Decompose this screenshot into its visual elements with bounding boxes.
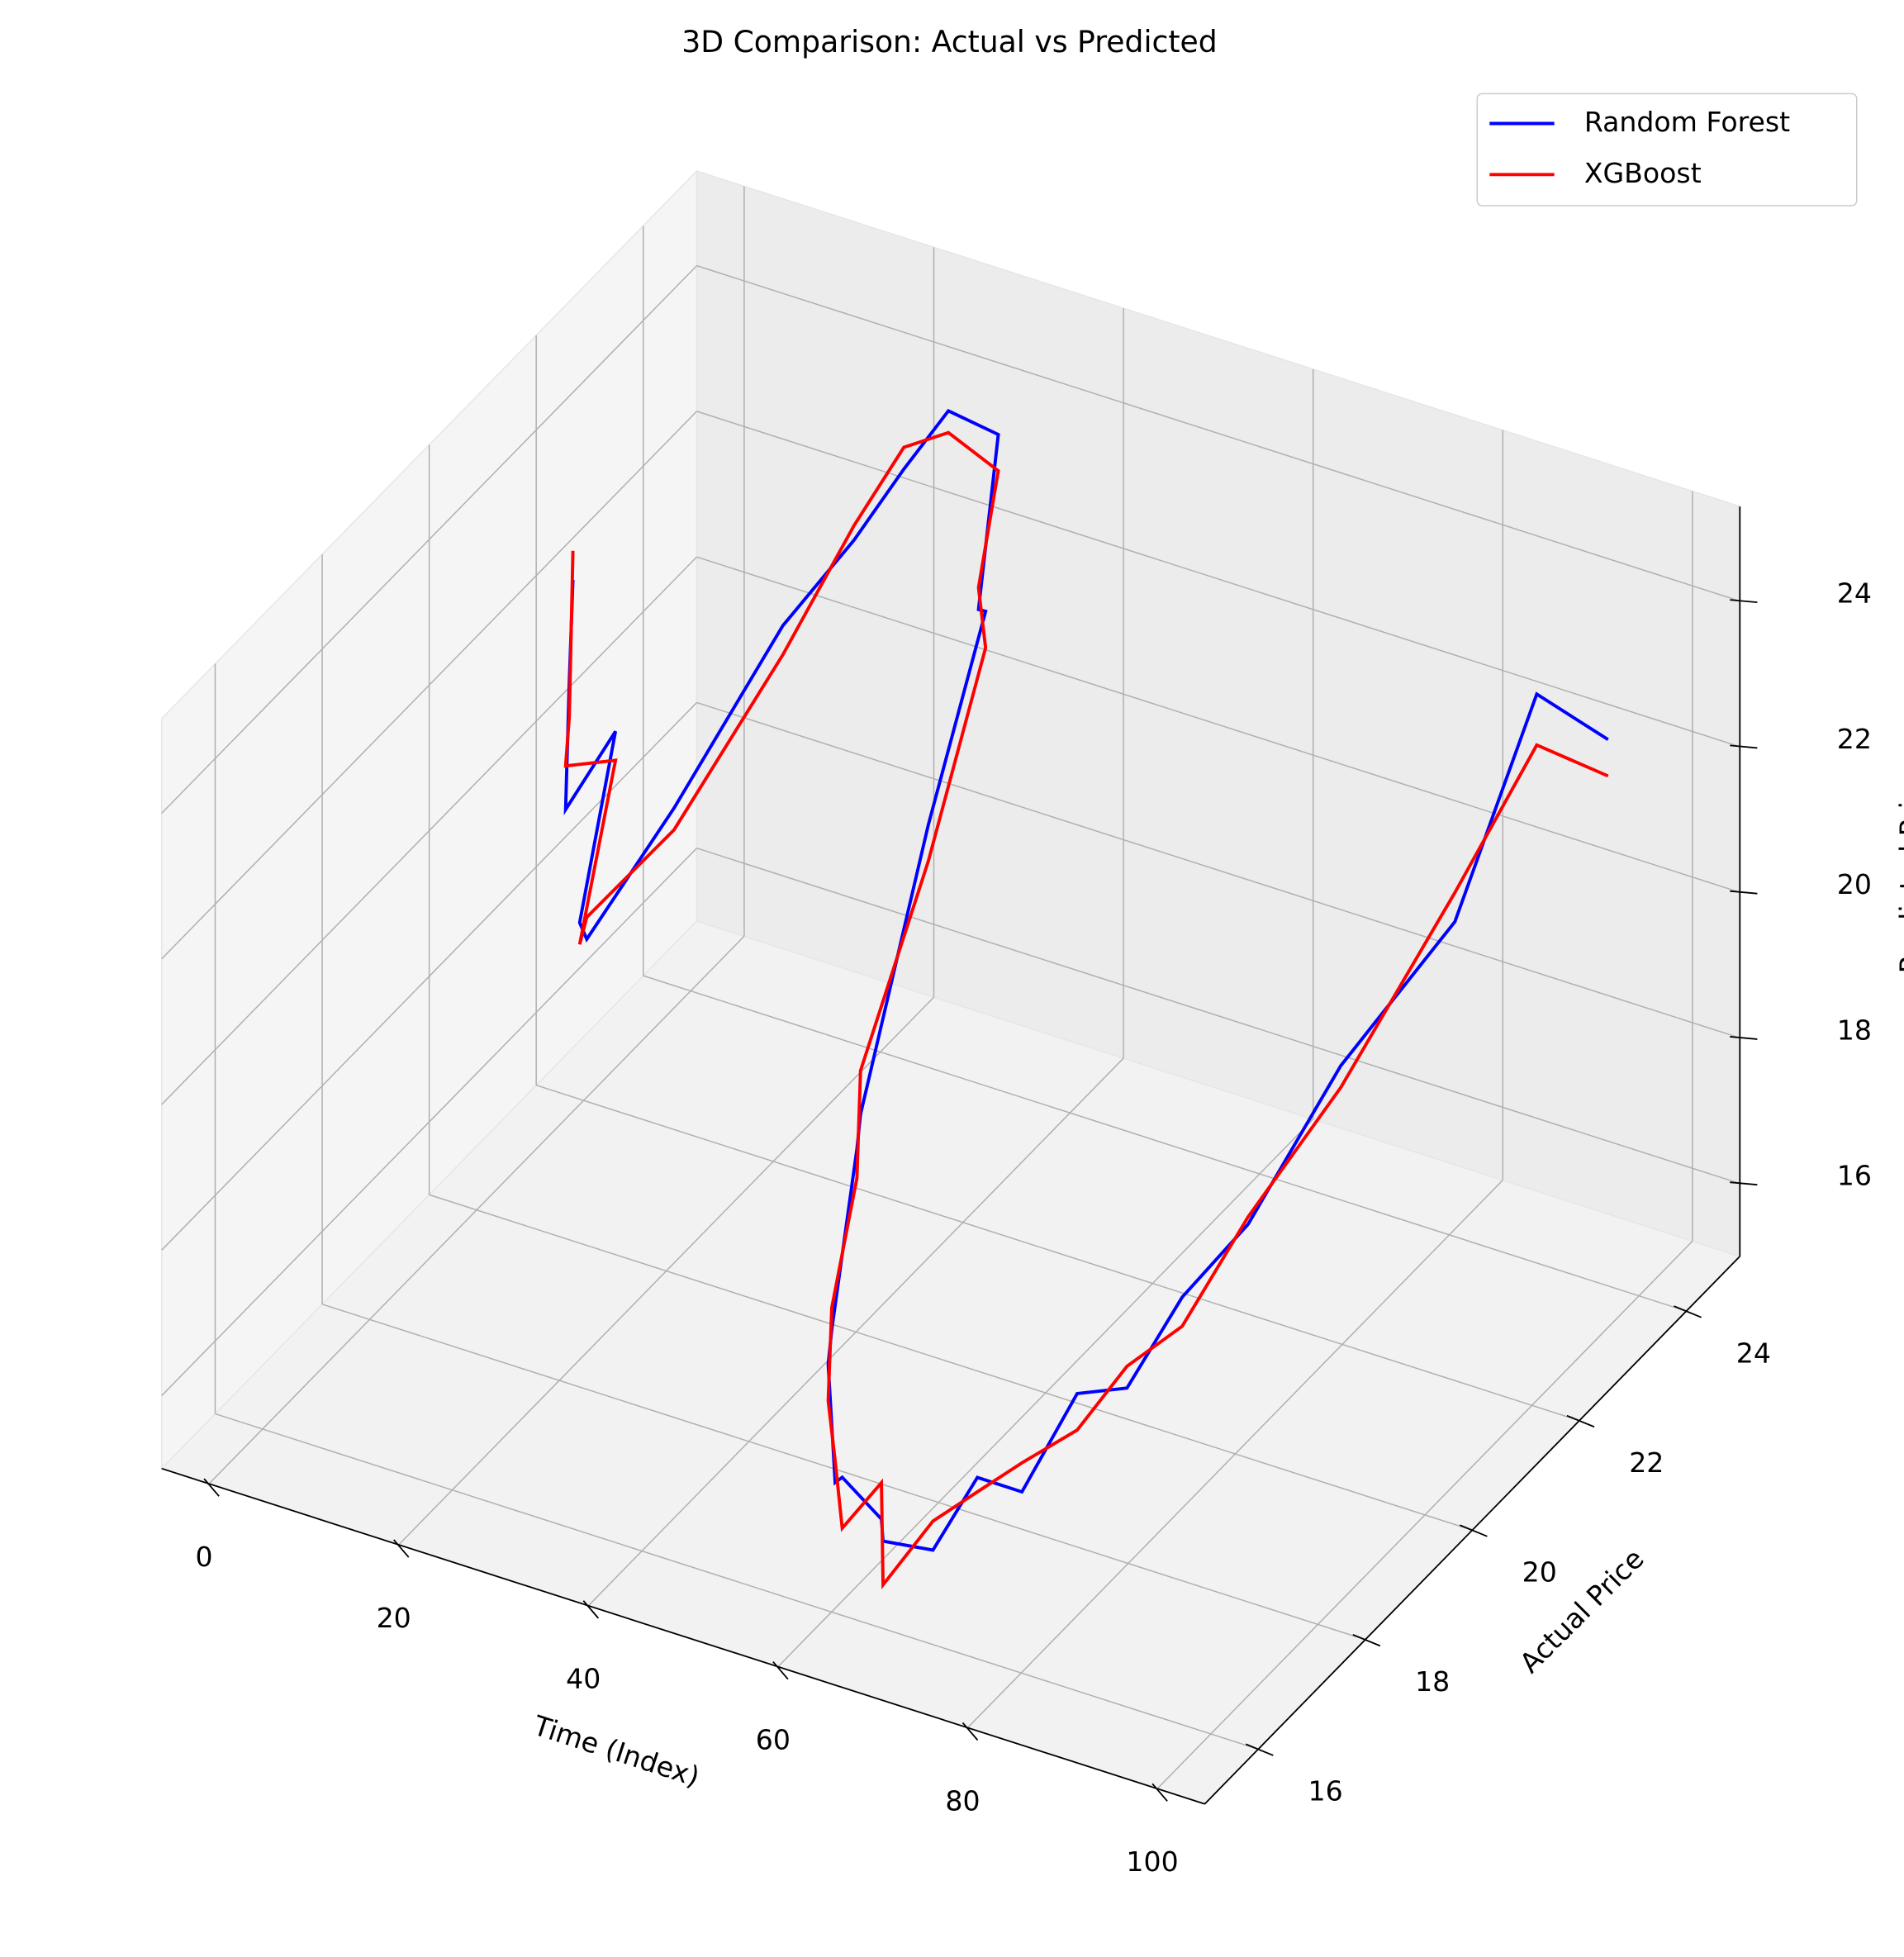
x-axis-label: Time (Index) (529, 1709, 703, 1793)
x-tick-label: 100 (1126, 1845, 1178, 1878)
y-tick (1459, 1524, 1488, 1537)
legend-label: XGBoost (1584, 157, 1702, 189)
grid-line (696, 264, 1740, 602)
z-tick-label: 24 (1837, 577, 1872, 610)
z-tick (1730, 890, 1758, 895)
y-tick-label: 24 (1736, 1337, 1771, 1369)
x-tick-label: 0 (196, 1541, 213, 1573)
z-tick-label: 18 (1837, 1014, 1872, 1046)
x-tick (961, 1722, 979, 1741)
grid-line (696, 847, 1740, 1185)
y-tick (1566, 1414, 1595, 1428)
y-tick-label: 16 (1308, 1775, 1343, 1807)
grid-line (215, 1413, 1259, 1750)
y-tick (1245, 1743, 1274, 1756)
chart-title: 3D Comparison: Actual vs Predicted (681, 24, 1217, 59)
grid-line (161, 848, 698, 1397)
grid-line (161, 556, 698, 1105)
x-tick-label: 60 (756, 1724, 791, 1756)
y-tick-label: 20 (1522, 1556, 1557, 1589)
grid-line (161, 265, 698, 815)
y-tick-label: 22 (1629, 1446, 1664, 1479)
z-tick (1730, 599, 1758, 604)
legend: Random Forest XGBoost (1476, 93, 1858, 207)
z-tick (1730, 1036, 1758, 1040)
z-tick-label: 16 (1837, 1160, 1872, 1192)
x-tick (1151, 1783, 1168, 1802)
x-tick-label: 80 (945, 1784, 980, 1817)
grid-line (321, 1304, 1366, 1641)
y-axis-line (1204, 1256, 1740, 1805)
grid-line (643, 975, 1687, 1312)
y-tick (1352, 1633, 1381, 1647)
z-tick-label: 22 (1837, 723, 1872, 755)
grid-line (696, 701, 1740, 1039)
legend-box (1476, 93, 1858, 207)
x-tick-label: 40 (566, 1663, 601, 1695)
grid-line (696, 411, 1740, 748)
x-tick-label: 20 (377, 1602, 411, 1634)
grid-line (535, 1084, 1580, 1422)
grid-line (429, 1194, 1473, 1531)
x-tick (582, 1600, 600, 1619)
x-tick (203, 1478, 220, 1497)
x-tick (772, 1660, 789, 1680)
grid-line (696, 556, 1740, 893)
x-tick (392, 1539, 410, 1558)
legend-label: Random Forest (1584, 106, 1790, 138)
x-axis-line (161, 1467, 1205, 1805)
z-tick (1730, 744, 1758, 749)
y-tick (1674, 1305, 1702, 1318)
z-tick-label: 20 (1837, 868, 1872, 900)
data-line (563, 430, 1609, 1590)
z-tick (1730, 1181, 1758, 1186)
y-tick-label: 18 (1415, 1665, 1450, 1698)
grid-line (161, 411, 698, 960)
z-axis-label: Predicted Price (1894, 770, 1904, 974)
